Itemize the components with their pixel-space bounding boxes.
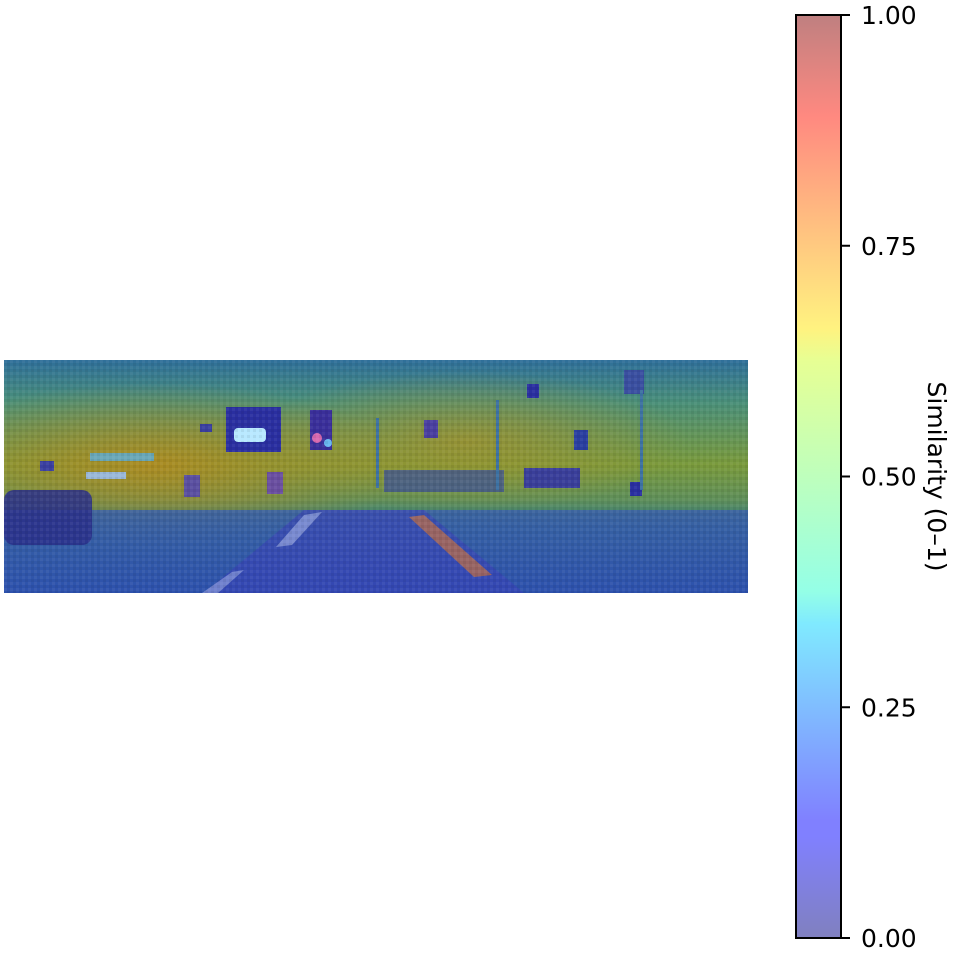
similarity-heatmap (4, 360, 748, 593)
colorbar-tick-label: 0.00 (861, 924, 917, 953)
colorbar-tick-label: 0.75 (861, 232, 917, 261)
noise-texture (4, 360, 748, 593)
colorbar-label: Similarity (0–1) (922, 382, 951, 572)
colorbar-tick-label: 0.25 (861, 693, 917, 722)
colorbar-tick-label: 1.00 (861, 1, 917, 30)
colorbar-ticks: 0.00 0.25 0.50 0.75 1.00 (841, 1, 917, 953)
colorbar-fill (796, 15, 841, 938)
colorbar-tick-label: 0.50 (861, 463, 917, 492)
